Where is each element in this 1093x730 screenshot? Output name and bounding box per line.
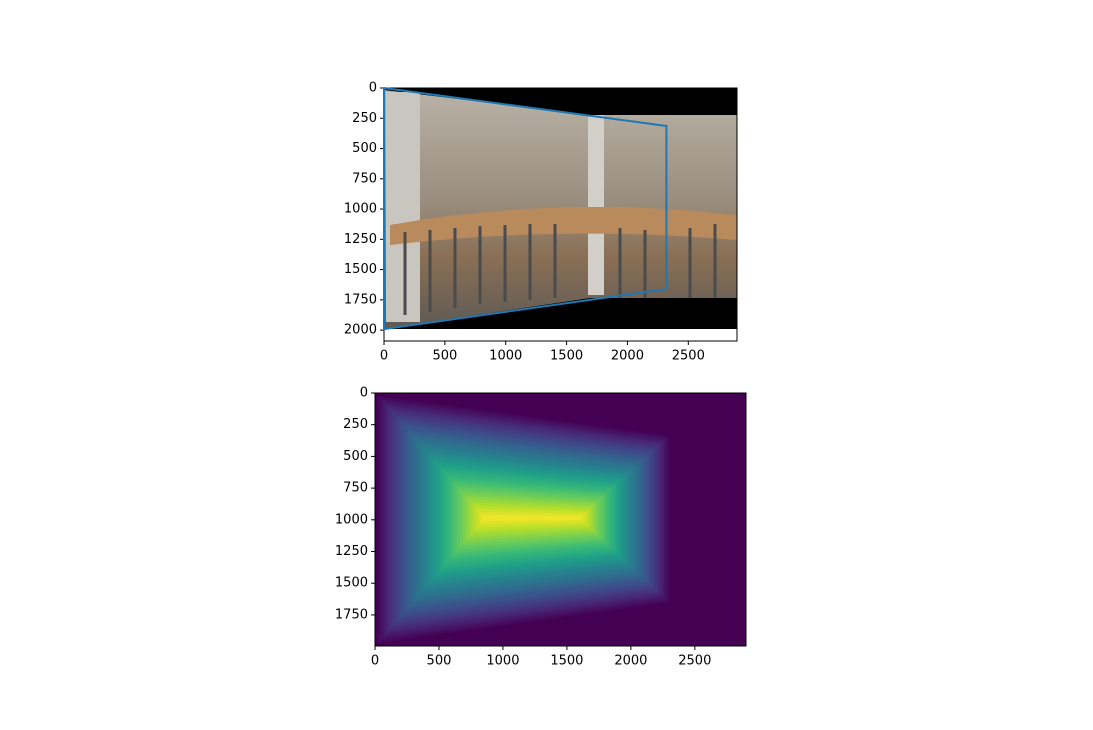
y-tick-label: 750: [343, 481, 368, 496]
y-tick-label: 0: [360, 386, 368, 401]
y-tick-label: 0: [369, 81, 377, 96]
y-tick-label: 250: [352, 111, 377, 126]
y-tick-label: 500: [343, 449, 368, 464]
y-tick-label: 250: [343, 417, 368, 432]
outline-line: [383, 87, 668, 331]
y-tick-label: 1000: [344, 202, 377, 217]
y-tick-label: 1500: [344, 262, 377, 277]
x-tick-label: 0: [380, 349, 388, 364]
x-tick-label: 500: [427, 654, 452, 669]
x-tick-label: 1000: [486, 654, 519, 669]
y-tick-label: 1250: [335, 544, 368, 559]
y-tick-label: 2000: [344, 323, 377, 338]
y-tick-label: 1750: [335, 607, 368, 622]
y-tick-label: 1500: [335, 576, 368, 591]
x-tick-label: 0: [371, 654, 379, 669]
y-tick-label: 500: [352, 141, 377, 156]
x-tick-label: 1500: [550, 654, 583, 669]
x-tick-label: 1000: [489, 349, 522, 364]
y-tick-label: 1750: [344, 292, 377, 307]
x-tick-label: 500: [432, 349, 457, 364]
x-tick-label: 2500: [678, 654, 711, 669]
heatmap-image: [375, 393, 746, 646]
x-tick-label: 2000: [614, 654, 647, 669]
y-tick-label: 750: [352, 171, 377, 186]
y-tick-label: 1000: [335, 512, 368, 527]
x-tick-label: 2000: [611, 349, 644, 364]
y-tick-label: 1250: [344, 232, 377, 247]
x-tick-label: 2500: [672, 349, 705, 364]
photo: [384, 88, 737, 329]
heat-ring: [482, 514, 583, 522]
x-tick-label: 1500: [550, 349, 583, 364]
